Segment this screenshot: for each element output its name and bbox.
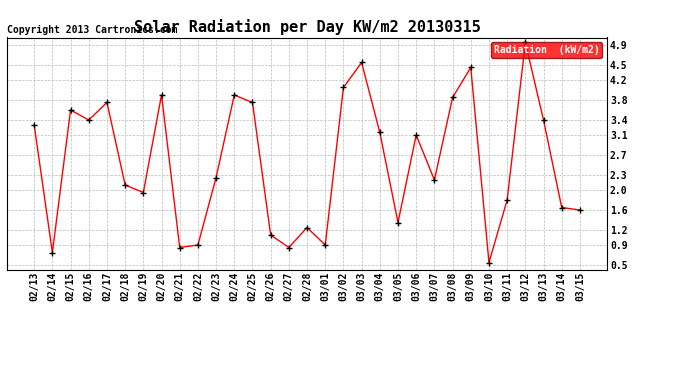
Text: Copyright 2013 Cartronics.com: Copyright 2013 Cartronics.com <box>7 25 177 35</box>
Title: Solar Radiation per Day KW/m2 20130315: Solar Radiation per Day KW/m2 20130315 <box>134 19 480 35</box>
Legend: Radiation  (kW/m2): Radiation (kW/m2) <box>491 42 602 58</box>
